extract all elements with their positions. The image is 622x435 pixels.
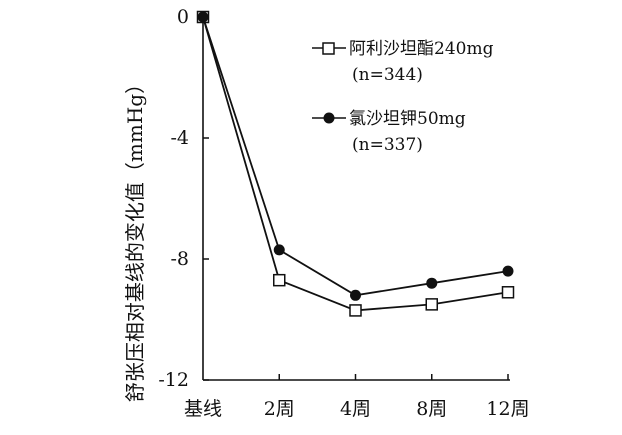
data-point-square bbox=[425, 298, 438, 311]
y-tick-label: -8 bbox=[170, 248, 189, 270]
data-point-square bbox=[349, 304, 362, 317]
x-tick-label: 8周 bbox=[416, 398, 447, 420]
legend-label-series-1: 阿利沙坦酯240mg bbox=[349, 39, 494, 59]
data-point-circle bbox=[502, 265, 514, 277]
legend-label-series-2: 氯沙坦钾50mg bbox=[349, 109, 466, 129]
legend-entry-series-1: 阿利沙坦酯240mg (n=344) bbox=[312, 39, 494, 85]
x-tick-label: 基线 bbox=[184, 398, 222, 420]
legend-n-series-2: (n=337) bbox=[352, 135, 423, 155]
series-2 bbox=[197, 11, 514, 301]
data-point-circle bbox=[350, 289, 361, 301]
axes bbox=[202, 17, 510, 381]
series-layer bbox=[196, 10, 515, 317]
y-tick-label: 0 bbox=[177, 6, 189, 28]
data-point-circle bbox=[197, 11, 209, 23]
data-point-circle bbox=[426, 277, 438, 289]
y-tick-label: -4 bbox=[170, 127, 189, 149]
x-ticks: 基线 2周 4周 8周 12周 bbox=[184, 374, 530, 420]
data-point-circle bbox=[273, 244, 285, 256]
legend-n-series-1: (n=344) bbox=[352, 65, 423, 85]
x-tick-label: 2周 bbox=[264, 398, 295, 420]
legend-marker-filled-circle bbox=[323, 112, 335, 124]
legend: 阿利沙坦酯240mg (n=344) 氯沙坦钾50mg (n=337) bbox=[312, 39, 494, 155]
series-line bbox=[202, 16, 509, 312]
data-point-square bbox=[501, 286, 515, 299]
x-tick-label: 4周 bbox=[340, 398, 371, 420]
y-tick-label: -12 bbox=[158, 369, 189, 391]
y-axis-title: 舒张压相对基线的变化值（mmHg） bbox=[123, 74, 147, 402]
legend-marker-open-square bbox=[322, 42, 335, 55]
x-tick-label: 12周 bbox=[486, 398, 529, 420]
data-point-square bbox=[273, 273, 286, 287]
legend-entry-series-2: 氯沙坦钾50mg (n=337) bbox=[312, 109, 466, 155]
y-ticks: 0 -4 -8 -12 bbox=[158, 6, 209, 391]
